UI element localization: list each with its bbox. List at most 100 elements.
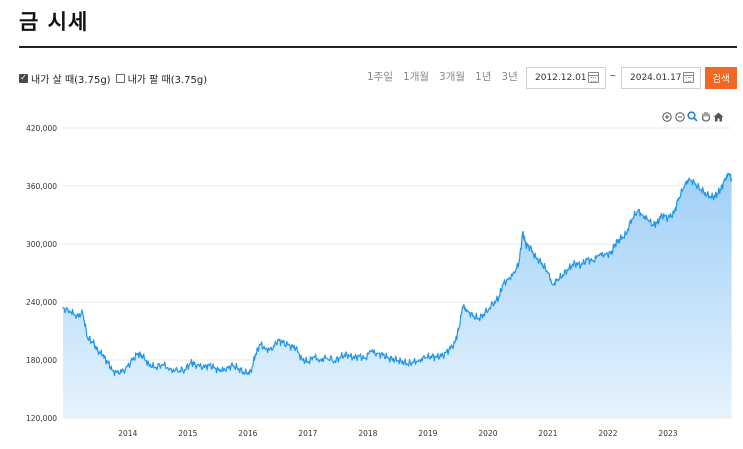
data-point <box>604 253 606 255</box>
data-point <box>592 259 594 261</box>
zoom-magnifier-icon[interactable] <box>687 111 698 122</box>
data-point <box>137 352 139 354</box>
title-divider <box>19 46 737 48</box>
period-3year[interactable]: 3년 <box>501 71 518 83</box>
data-point <box>508 277 510 279</box>
data-point <box>484 313 486 315</box>
start-date-input[interactable]: 2012.12.01 <box>526 67 606 89</box>
date-separator: ~ <box>610 71 616 82</box>
series-area-fill <box>63 173 732 418</box>
data-point <box>388 357 390 359</box>
checkbox-empty-icon <box>115 73 125 83</box>
data-point <box>376 352 378 354</box>
data-point <box>301 358 303 360</box>
data-point <box>712 197 714 199</box>
x-tick-label: 2017 <box>298 429 317 438</box>
home-reset-icon[interactable] <box>713 111 724 122</box>
data-point <box>418 359 420 361</box>
x-tick-label: 2019 <box>418 429 437 438</box>
data-point <box>132 359 134 361</box>
data-point <box>334 360 336 362</box>
period-3month[interactable]: 3개월 <box>439 71 466 83</box>
data-point <box>724 177 726 179</box>
data-point <box>118 372 120 375</box>
data-point <box>424 357 426 359</box>
data-point <box>169 368 171 370</box>
data-point <box>406 363 408 365</box>
buy-price-checkbox[interactable]: ✓ 내가 살 때(3.75g) <box>19 71 111 86</box>
search-button[interactable]: 검색 <box>705 67 737 89</box>
data-point <box>82 313 84 315</box>
data-point <box>652 224 654 226</box>
data-point <box>250 371 252 373</box>
data-point <box>514 272 516 274</box>
data-point <box>364 357 366 359</box>
data-point <box>642 214 644 216</box>
zoom-out-icon[interactable] <box>674 111 685 122</box>
data-point <box>478 317 480 319</box>
period-1week[interactable]: 1주일 <box>367 71 394 83</box>
data-point <box>162 364 164 366</box>
x-tick-label: 2014 <box>118 429 137 438</box>
x-tick-label: 2022 <box>598 429 617 438</box>
price-type-filters: ✓ 내가 살 때(3.75g) 내가 팔 때(3.75g) <box>19 70 212 86</box>
data-point <box>313 356 315 358</box>
data-point <box>430 355 432 357</box>
period-1year[interactable]: 1년 <box>475 71 492 83</box>
data-point <box>70 312 72 314</box>
data-point <box>556 280 558 282</box>
checkbox-checked-icon: ✓ <box>19 73 28 83</box>
pan-hand-icon[interactable] <box>700 111 711 122</box>
x-tick-label: 2020 <box>478 429 497 438</box>
data-point <box>340 356 342 358</box>
data-point <box>586 258 588 261</box>
data-point <box>214 367 216 369</box>
data-point <box>92 342 94 344</box>
data-point <box>466 309 468 311</box>
data-point <box>265 347 267 349</box>
x-tick-label: 2015 <box>178 429 197 438</box>
x-tick-label: 2016 <box>238 429 257 438</box>
data-point <box>614 243 616 245</box>
data-point <box>547 272 549 274</box>
page-title: 금 시세 <box>19 10 89 34</box>
end-date-input[interactable]: 2024.01.17 <box>621 67 701 89</box>
data-point <box>498 297 500 299</box>
data-point <box>106 361 108 363</box>
data-point <box>277 339 279 341</box>
data-point <box>647 219 649 221</box>
y-tick-label: 120,000 <box>26 414 57 423</box>
data-point <box>436 356 438 358</box>
data-point <box>619 238 621 240</box>
data-point <box>574 262 576 264</box>
data-point <box>226 367 228 369</box>
data-point <box>394 359 396 361</box>
y-tick-label: 180,000 <box>26 356 57 365</box>
data-point <box>254 355 256 357</box>
y-tick-label: 300,000 <box>26 240 57 249</box>
data-point <box>720 189 722 191</box>
data-point <box>184 369 186 371</box>
calendar-icon[interactable] <box>683 72 694 83</box>
data-point <box>307 361 309 363</box>
zoom-in-icon[interactable] <box>661 111 672 122</box>
x-tick-label: 2021 <box>538 429 557 438</box>
data-point <box>319 359 321 361</box>
data-point <box>472 315 474 318</box>
data-point <box>458 326 460 328</box>
data-point <box>177 371 179 373</box>
x-tick-label: 2018 <box>358 429 377 438</box>
data-point <box>667 217 669 219</box>
calendar-icon[interactable] <box>588 72 599 83</box>
data-point <box>412 362 414 364</box>
period-1month[interactable]: 1개월 <box>403 71 430 83</box>
data-point <box>352 357 354 359</box>
sell-price-checkbox[interactable]: 내가 팔 때(3.75g) <box>115 71 207 86</box>
data-point <box>112 370 114 372</box>
gold-price-chart: 420,000 360,000 300,000 240,000 180,000 120,0… <box>26 124 733 438</box>
data-point <box>522 231 524 233</box>
data-point <box>346 353 348 355</box>
period-selector: 1주일 1개월 3개월 1년 3년 <box>367 69 528 84</box>
data-point <box>238 368 240 370</box>
buy-price-label: 내가 살 때(3.75g) <box>31 74 111 86</box>
